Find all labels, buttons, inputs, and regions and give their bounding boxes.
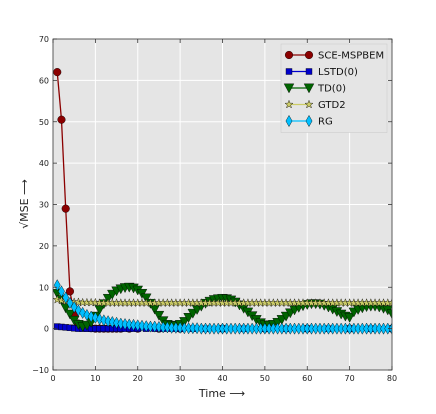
data-point: [344, 313, 355, 323]
data-point: [100, 314, 108, 327]
data-point: [153, 310, 165, 321]
series-gtd2: [53, 294, 392, 307]
data-point: [60, 303, 71, 314]
legend-item: LSTD(0): [285, 67, 358, 78]
legend-marker: [283, 83, 295, 94]
legend-item: RG: [285, 114, 333, 128]
data-point: [53, 294, 62, 304]
data-point: [90, 297, 100, 307]
data-point: [193, 322, 201, 335]
y-axis-title: √MSE ⟶: [18, 179, 31, 229]
data-point: [151, 320, 159, 333]
data-point: [58, 285, 65, 298]
data-point: [386, 309, 392, 320]
legend: SCE-MSPBEM LSTD(0) TD(0) GTD2 RG: [280, 43, 388, 133]
legend-marker: [304, 50, 314, 60]
legend-label: SCE-MSPBEM: [318, 51, 384, 62]
data-point: [387, 298, 392, 307]
legend-marker: [284, 99, 294, 109]
y-tick-label: 0: [44, 325, 49, 334]
data-point: [53, 68, 62, 77]
data-point: [70, 301, 78, 314]
y-tick-label: 10: [39, 283, 49, 292]
legend-label: RG: [318, 117, 333, 128]
data-point: [108, 315, 116, 329]
data-point: [61, 204, 70, 213]
x-tick-label: 20: [133, 374, 143, 383]
legend-marker: [303, 83, 315, 94]
y-tick-label: 40: [39, 159, 49, 168]
legend-item: SCE-MSPBEM: [284, 50, 384, 62]
data-point: [79, 306, 87, 319]
data-point: [138, 319, 146, 332]
data-point: [179, 317, 190, 327]
x-tick-label: 80: [387, 374, 397, 383]
data-point: [130, 318, 137, 331]
y-tick-label: −10: [32, 366, 49, 375]
data-point: [91, 311, 99, 324]
series-layer: [53, 68, 392, 335]
data-point: [125, 318, 133, 331]
data-point: [87, 310, 95, 323]
data-point: [65, 287, 74, 296]
x-tick-label: 0: [50, 374, 55, 383]
data-point: [176, 321, 184, 334]
y-tick-label: 30: [39, 201, 49, 210]
data-point: [94, 305, 105, 315]
legend-marker: [305, 68, 313, 75]
data-point: [73, 297, 83, 307]
legend-label: GTD2: [318, 100, 346, 111]
data-point: [142, 320, 150, 333]
data-point: [113, 316, 120, 329]
legend-marker: [304, 99, 314, 109]
data-point: [155, 320, 163, 333]
x-tick-label: 60: [302, 374, 312, 383]
x-tick-label: 30: [175, 374, 185, 383]
x-tick-label: 50: [260, 374, 270, 383]
data-point: [117, 317, 125, 330]
legend-label: TD(0): [317, 84, 346, 95]
data-point: [64, 309, 76, 320]
legend-item: GTD2: [284, 99, 346, 111]
x-tick-label: 70: [345, 374, 355, 383]
legend-marker: [285, 114, 293, 128]
data-point: [183, 313, 194, 323]
data-point: [57, 115, 66, 124]
x-tick-label: 40: [217, 374, 227, 383]
y-tick-label: 70: [39, 35, 49, 44]
data-point: [121, 318, 129, 331]
data-point: [134, 319, 142, 332]
legend-label: LSTD(0): [318, 67, 358, 78]
data-point: [53, 279, 61, 292]
y-tick-label: 60: [39, 76, 49, 85]
data-point: [96, 313, 103, 326]
data-point: [104, 315, 112, 328]
y-tick-label: 50: [39, 118, 49, 127]
data-point: [164, 321, 171, 334]
legend-item: TD(0): [283, 83, 346, 95]
data-point: [149, 304, 160, 315]
x-tick-label: 10: [90, 374, 100, 383]
data-point: [62, 291, 70, 304]
legend-marker: [284, 50, 294, 60]
y-tick-label: 20: [39, 242, 49, 251]
legend-marker: [305, 114, 313, 128]
x-axis-title: Time ⟶: [198, 387, 245, 400]
legend-marker: [285, 68, 293, 75]
data-point: [66, 296, 74, 309]
